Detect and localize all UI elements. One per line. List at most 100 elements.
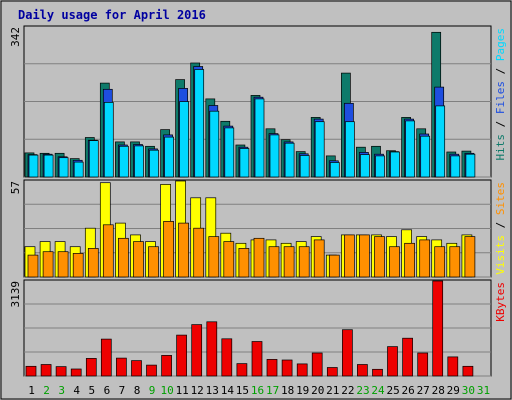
bar-kbytes-day-21 xyxy=(326,367,338,377)
x-tick-label-day-11: 11 xyxy=(176,384,189,397)
bar-sites-day-23 xyxy=(359,234,370,278)
x-tick-label-day-4: 4 xyxy=(73,384,80,397)
bar-kbytes-day-4 xyxy=(70,368,82,377)
x-tick-label-day-30: 30 xyxy=(462,384,475,397)
legend-entry-kbytes: KBytes xyxy=(494,282,507,322)
bar-pages-day-23 xyxy=(360,154,370,178)
bar-sites-day-10 xyxy=(163,221,174,278)
bar-pages-day-26 xyxy=(405,120,415,178)
bar-sites-day-7 xyxy=(118,237,129,278)
legend-middle: Visits / Sites xyxy=(494,182,507,275)
x-tick-label-day-31: 31 xyxy=(477,384,490,397)
x-tick-label-day-9: 9 xyxy=(149,384,156,397)
bar-sites-day-28 xyxy=(434,246,446,278)
bar-sites-day-30 xyxy=(464,236,476,278)
legend-entry-pages: Pages xyxy=(494,28,507,61)
bar-kbytes-day-9 xyxy=(146,364,157,377)
bar-pages-day-8 xyxy=(134,145,144,178)
bar-kbytes-day-15 xyxy=(236,363,248,377)
x-tick-label-day-7: 7 xyxy=(119,384,126,397)
bar-pages-day-2 xyxy=(43,154,54,178)
bar-pages-day-7 xyxy=(119,145,129,178)
bar-kbytes-day-1 xyxy=(25,365,37,377)
x-tick-label-day-12: 12 xyxy=(191,384,204,397)
y-axis-max-label-bottom: 3139 xyxy=(9,281,22,308)
x-tick-label-day-5: 5 xyxy=(88,384,95,397)
bar-pages-day-21 xyxy=(329,162,340,178)
x-tick-label-day-6: 6 xyxy=(104,384,111,397)
bar-pages-day-4 xyxy=(73,161,84,178)
bar-sites-day-2 xyxy=(42,251,54,278)
bar-kbytes-day-27 xyxy=(417,352,429,377)
x-tick-label-day-28: 28 xyxy=(432,384,445,397)
x-tick-label-day-13: 13 xyxy=(206,384,219,397)
bar-pages-day-29 xyxy=(450,155,461,178)
bar-sites-day-5 xyxy=(87,248,99,278)
bar-sites-day-19 xyxy=(298,246,310,278)
bar-pages-day-22 xyxy=(345,121,355,178)
bar-sites-day-27 xyxy=(419,239,431,278)
bar-kbytes-day-19 xyxy=(296,363,308,377)
bar-kbytes-day-6 xyxy=(100,338,112,377)
bar-pages-day-5 xyxy=(88,140,99,178)
x-tick-label-day-26: 26 xyxy=(401,384,414,397)
bar-sites-day-17 xyxy=(268,246,280,278)
x-tick-label-day-18: 18 xyxy=(281,384,294,397)
bar-pages-day-17 xyxy=(269,134,280,178)
bar-pages-day-10 xyxy=(164,136,174,178)
bar-pages-day-25 xyxy=(390,151,400,178)
bar-sites-day-13 xyxy=(208,236,220,278)
bar-sites-day-16 xyxy=(253,237,265,278)
x-tick-label-day-15: 15 xyxy=(236,384,249,397)
bar-kbytes-day-2 xyxy=(40,364,52,377)
chart-panels: 342 Hits / Files / Pages 57 Visits / Sites 3… xyxy=(9,25,507,377)
legend-separator: / xyxy=(494,61,507,81)
bar-kbytes-day-14 xyxy=(221,338,233,377)
bar-pages-day-12 xyxy=(194,69,205,178)
bar-kbytes-day-22 xyxy=(342,329,353,377)
bar-pages-day-19 xyxy=(299,155,310,178)
bar-kbytes-day-25 xyxy=(387,346,398,377)
bar-pages-day-28 xyxy=(435,105,446,178)
y-axis-max-label-middle: 57 xyxy=(9,181,22,194)
x-tick-label-day-25: 25 xyxy=(386,384,399,397)
bar-sites-day-1 xyxy=(27,254,39,278)
bar-sites-day-14 xyxy=(223,241,235,278)
bar-kbytes-day-12 xyxy=(191,324,203,377)
x-tick-label-day-3: 3 xyxy=(58,384,65,397)
bar-kbytes-day-17 xyxy=(266,359,278,377)
x-tick-label-day-17: 17 xyxy=(266,384,279,397)
bar-pages-day-15 xyxy=(239,148,250,178)
bar-pages-day-18 xyxy=(284,142,295,178)
bar-kbytes-day-10 xyxy=(161,355,172,377)
bar-sites-day-24 xyxy=(374,236,385,278)
bar-kbytes-day-20 xyxy=(311,352,323,377)
x-tick-label-day-27: 27 xyxy=(417,384,430,397)
bar-kbytes-day-5 xyxy=(85,358,97,377)
x-tick-label-day-16: 16 xyxy=(251,384,264,397)
bar-sites-day-22 xyxy=(344,234,355,278)
bar-kbytes-day-23 xyxy=(357,364,368,377)
bar-sites-day-4 xyxy=(72,253,84,278)
bar-sites-day-6 xyxy=(102,224,114,278)
bar-sites-day-20 xyxy=(313,239,325,278)
x-tick-label-day-20: 20 xyxy=(311,384,324,397)
bar-pages-day-11 xyxy=(179,101,189,178)
bar-kbytes-day-3 xyxy=(55,366,67,377)
bar-pages-day-13 xyxy=(209,110,220,178)
legend-separator: / xyxy=(494,215,507,235)
bar-sites-day-11 xyxy=(178,222,189,278)
bar-kbytes-day-28 xyxy=(432,280,444,377)
bar-pages-day-9 xyxy=(149,149,159,178)
legend-entry-files: Files xyxy=(494,81,507,114)
x-tick-label-day-19: 19 xyxy=(296,384,309,397)
bar-sites-day-21 xyxy=(328,254,340,278)
x-tick-label-day-2: 2 xyxy=(43,384,50,397)
legend-entry-hits: Hits xyxy=(494,134,507,161)
x-tick-label-day-29: 29 xyxy=(447,384,460,397)
bar-kbytes-day-13 xyxy=(206,321,218,377)
legend-top: Hits / Files / Pages xyxy=(494,28,507,161)
x-tick-label-day-8: 8 xyxy=(134,384,141,397)
bar-kbytes-day-26 xyxy=(402,337,413,377)
